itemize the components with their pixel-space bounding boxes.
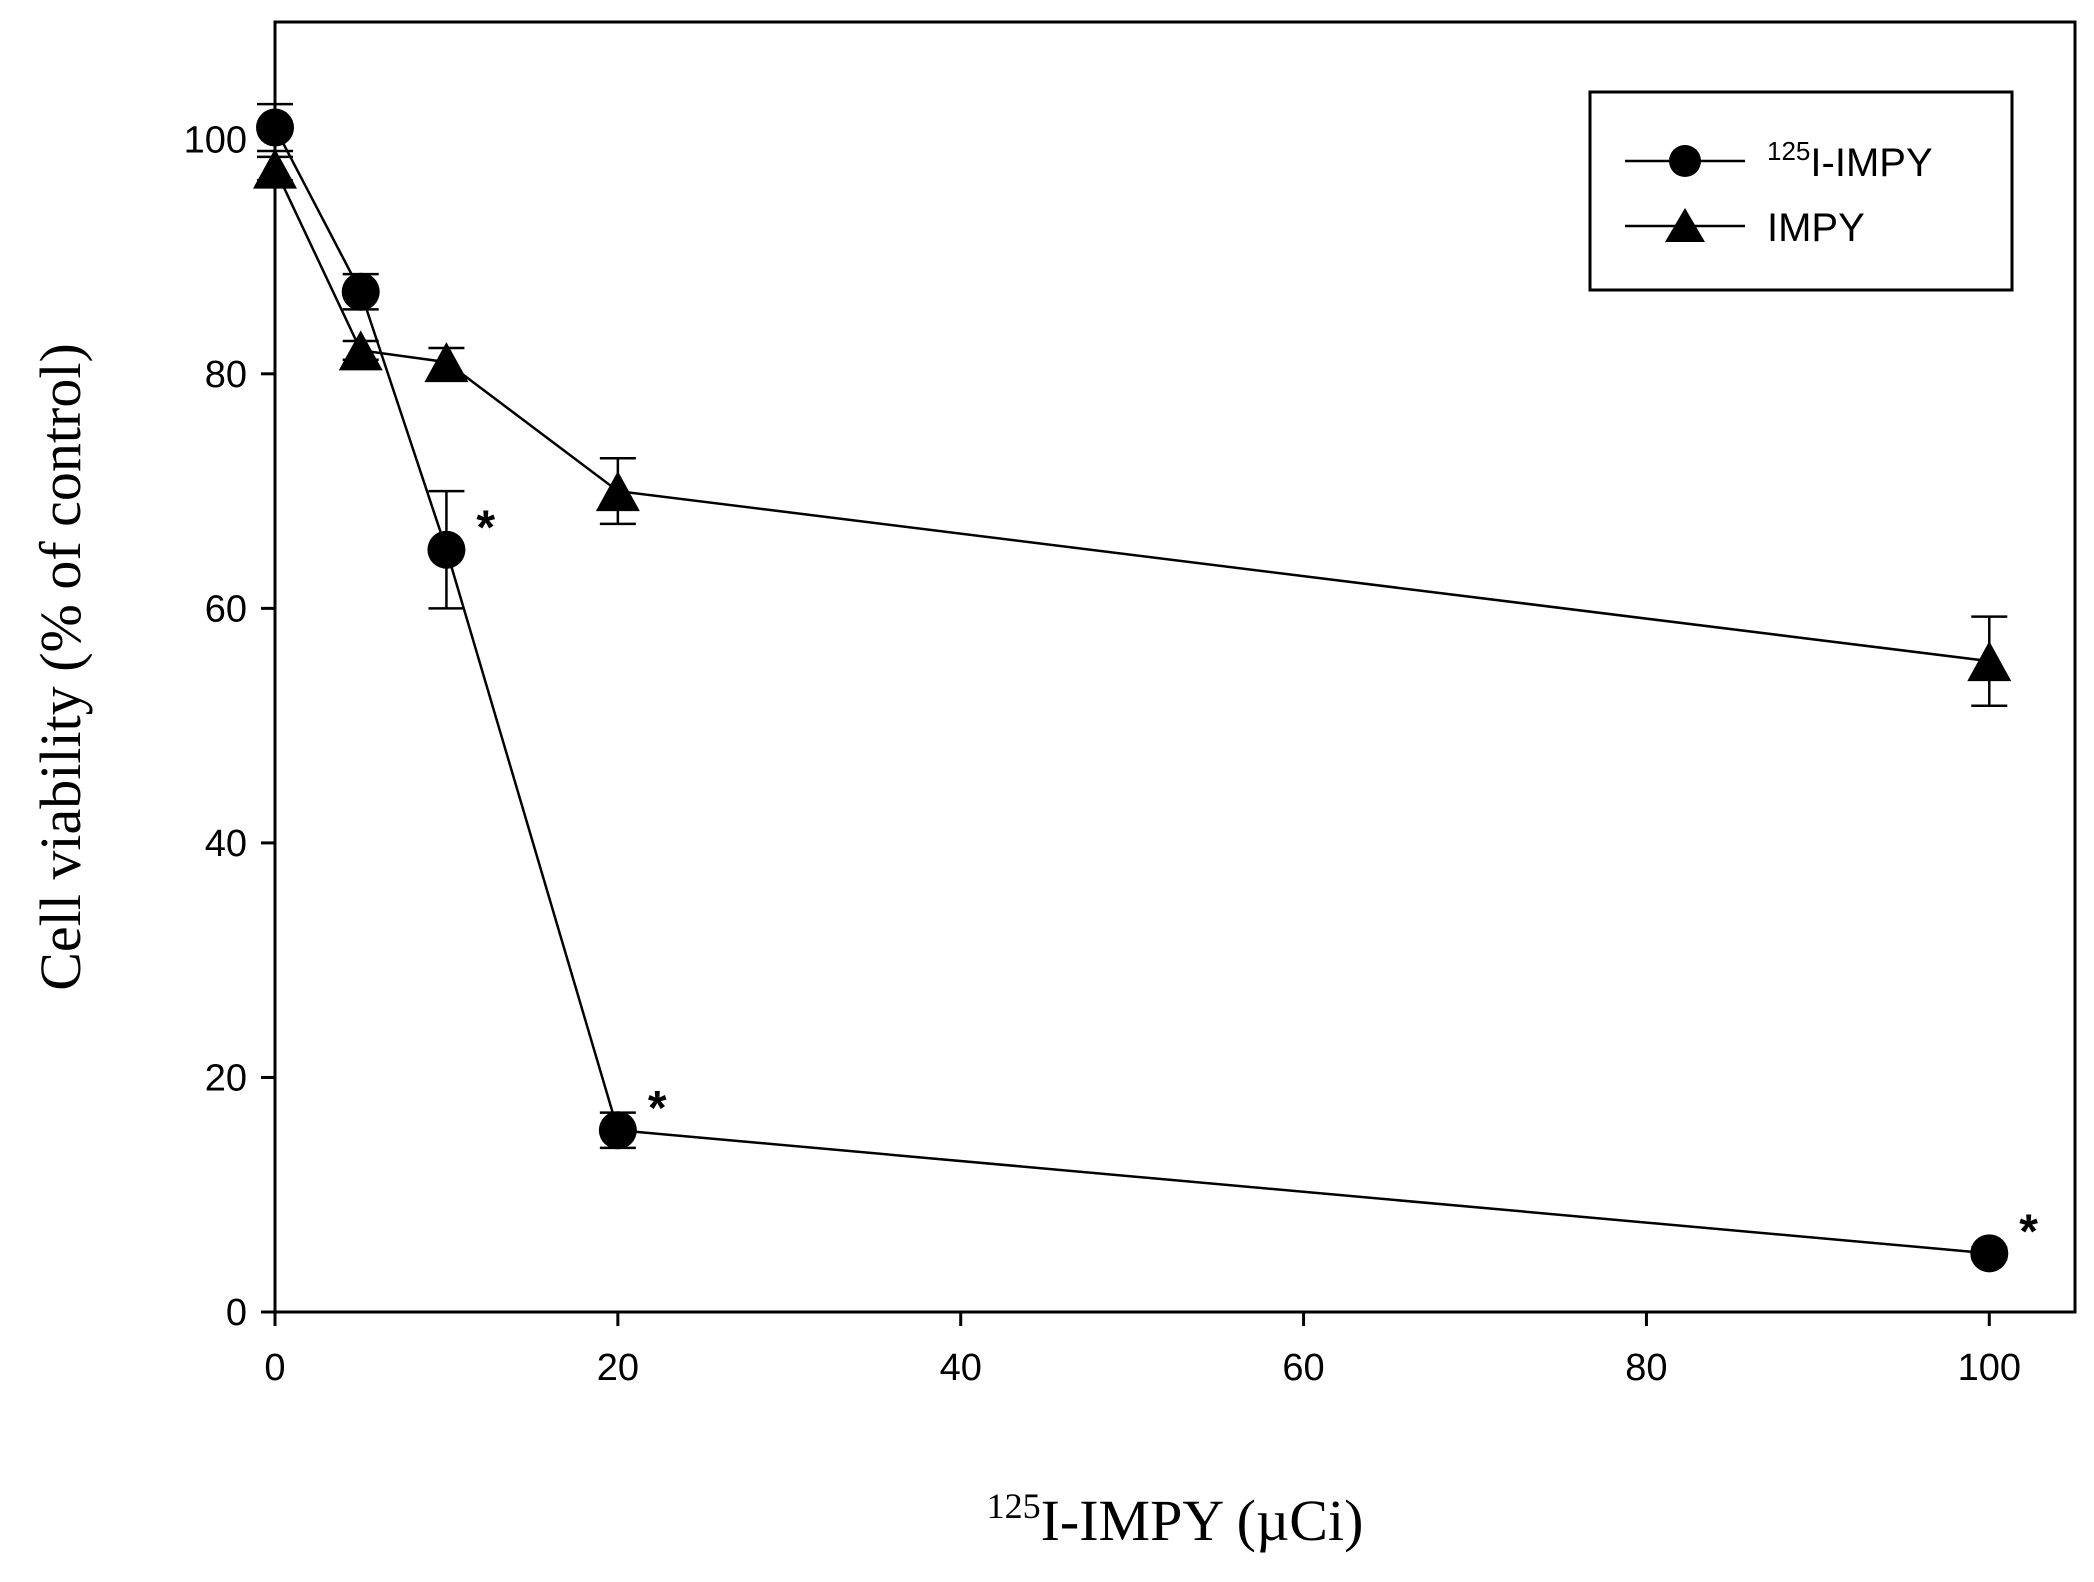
data-point-circle [341, 272, 380, 311]
x-tick-label: 0 [264, 1347, 285, 1389]
x-tick-label: 20 [597, 1347, 639, 1389]
legend-marker-triangle [1665, 208, 1705, 242]
y-tick-label: 20 [205, 1057, 247, 1099]
data-point-circle [1970, 1234, 2009, 1273]
significance-marker: * [2019, 1205, 2038, 1258]
legend-label-series-1-superscript: 125 [1767, 136, 1810, 166]
series-layer: * * * [253, 102, 2038, 1273]
data-point-triangle [338, 330, 383, 371]
y-tick-label: 80 [205, 354, 247, 396]
series-line [273, 126, 1990, 1255]
legend-label-series-1-main: I-IMPY [1810, 141, 1932, 185]
y-axis: 0 20 40 60 80 100 [184, 119, 275, 1334]
y-tick-label: 100 [184, 119, 247, 161]
legend-label-series-2: IMPY [1767, 206, 1865, 250]
data-point-triangle [595, 471, 640, 512]
x-tick-label: 100 [1958, 1347, 2021, 1389]
legend: 125I-IMPY IMPY [1588, 90, 2014, 292]
x-tick-label: 60 [1282, 1347, 1324, 1389]
data-point-circle [598, 1111, 637, 1150]
y-axis-title: Cell viability (% of control) [28, 343, 93, 991]
significance-marker: * [648, 1082, 667, 1135]
x-axis-title-superscript: 125 [987, 1486, 1041, 1526]
data-point-circle [256, 108, 294, 147]
data-point-triangle [253, 148, 297, 189]
legend-label-series-1: 125I-IMPY [1767, 136, 1933, 185]
legend-box [1588, 90, 2014, 292]
x-axis-title: 125I-IMPY (µCi) [987, 1486, 1364, 1553]
data-point-triangle [1967, 641, 2012, 682]
x-axis: 0 20 40 60 80 100 [264, 1312, 2021, 1389]
series-2 [253, 148, 2012, 707]
y-tick-label: 0 [226, 1292, 247, 1334]
data-point-circle [427, 530, 466, 569]
legend-marker-circle [1669, 145, 1701, 177]
x-tick-label: 40 [940, 1347, 982, 1389]
y-tick-label: 60 [205, 588, 247, 630]
y-tick-label: 40 [205, 823, 247, 865]
plot-frame [273, 20, 2077, 1314]
x-tick-label: 80 [1625, 1347, 1667, 1389]
data-point-triangle [424, 342, 469, 383]
x-axis-title-main: I-IMPY (µCi) [1041, 1488, 1364, 1553]
series-1: * * * [256, 102, 2038, 1273]
significance-marker: * [476, 502, 495, 555]
